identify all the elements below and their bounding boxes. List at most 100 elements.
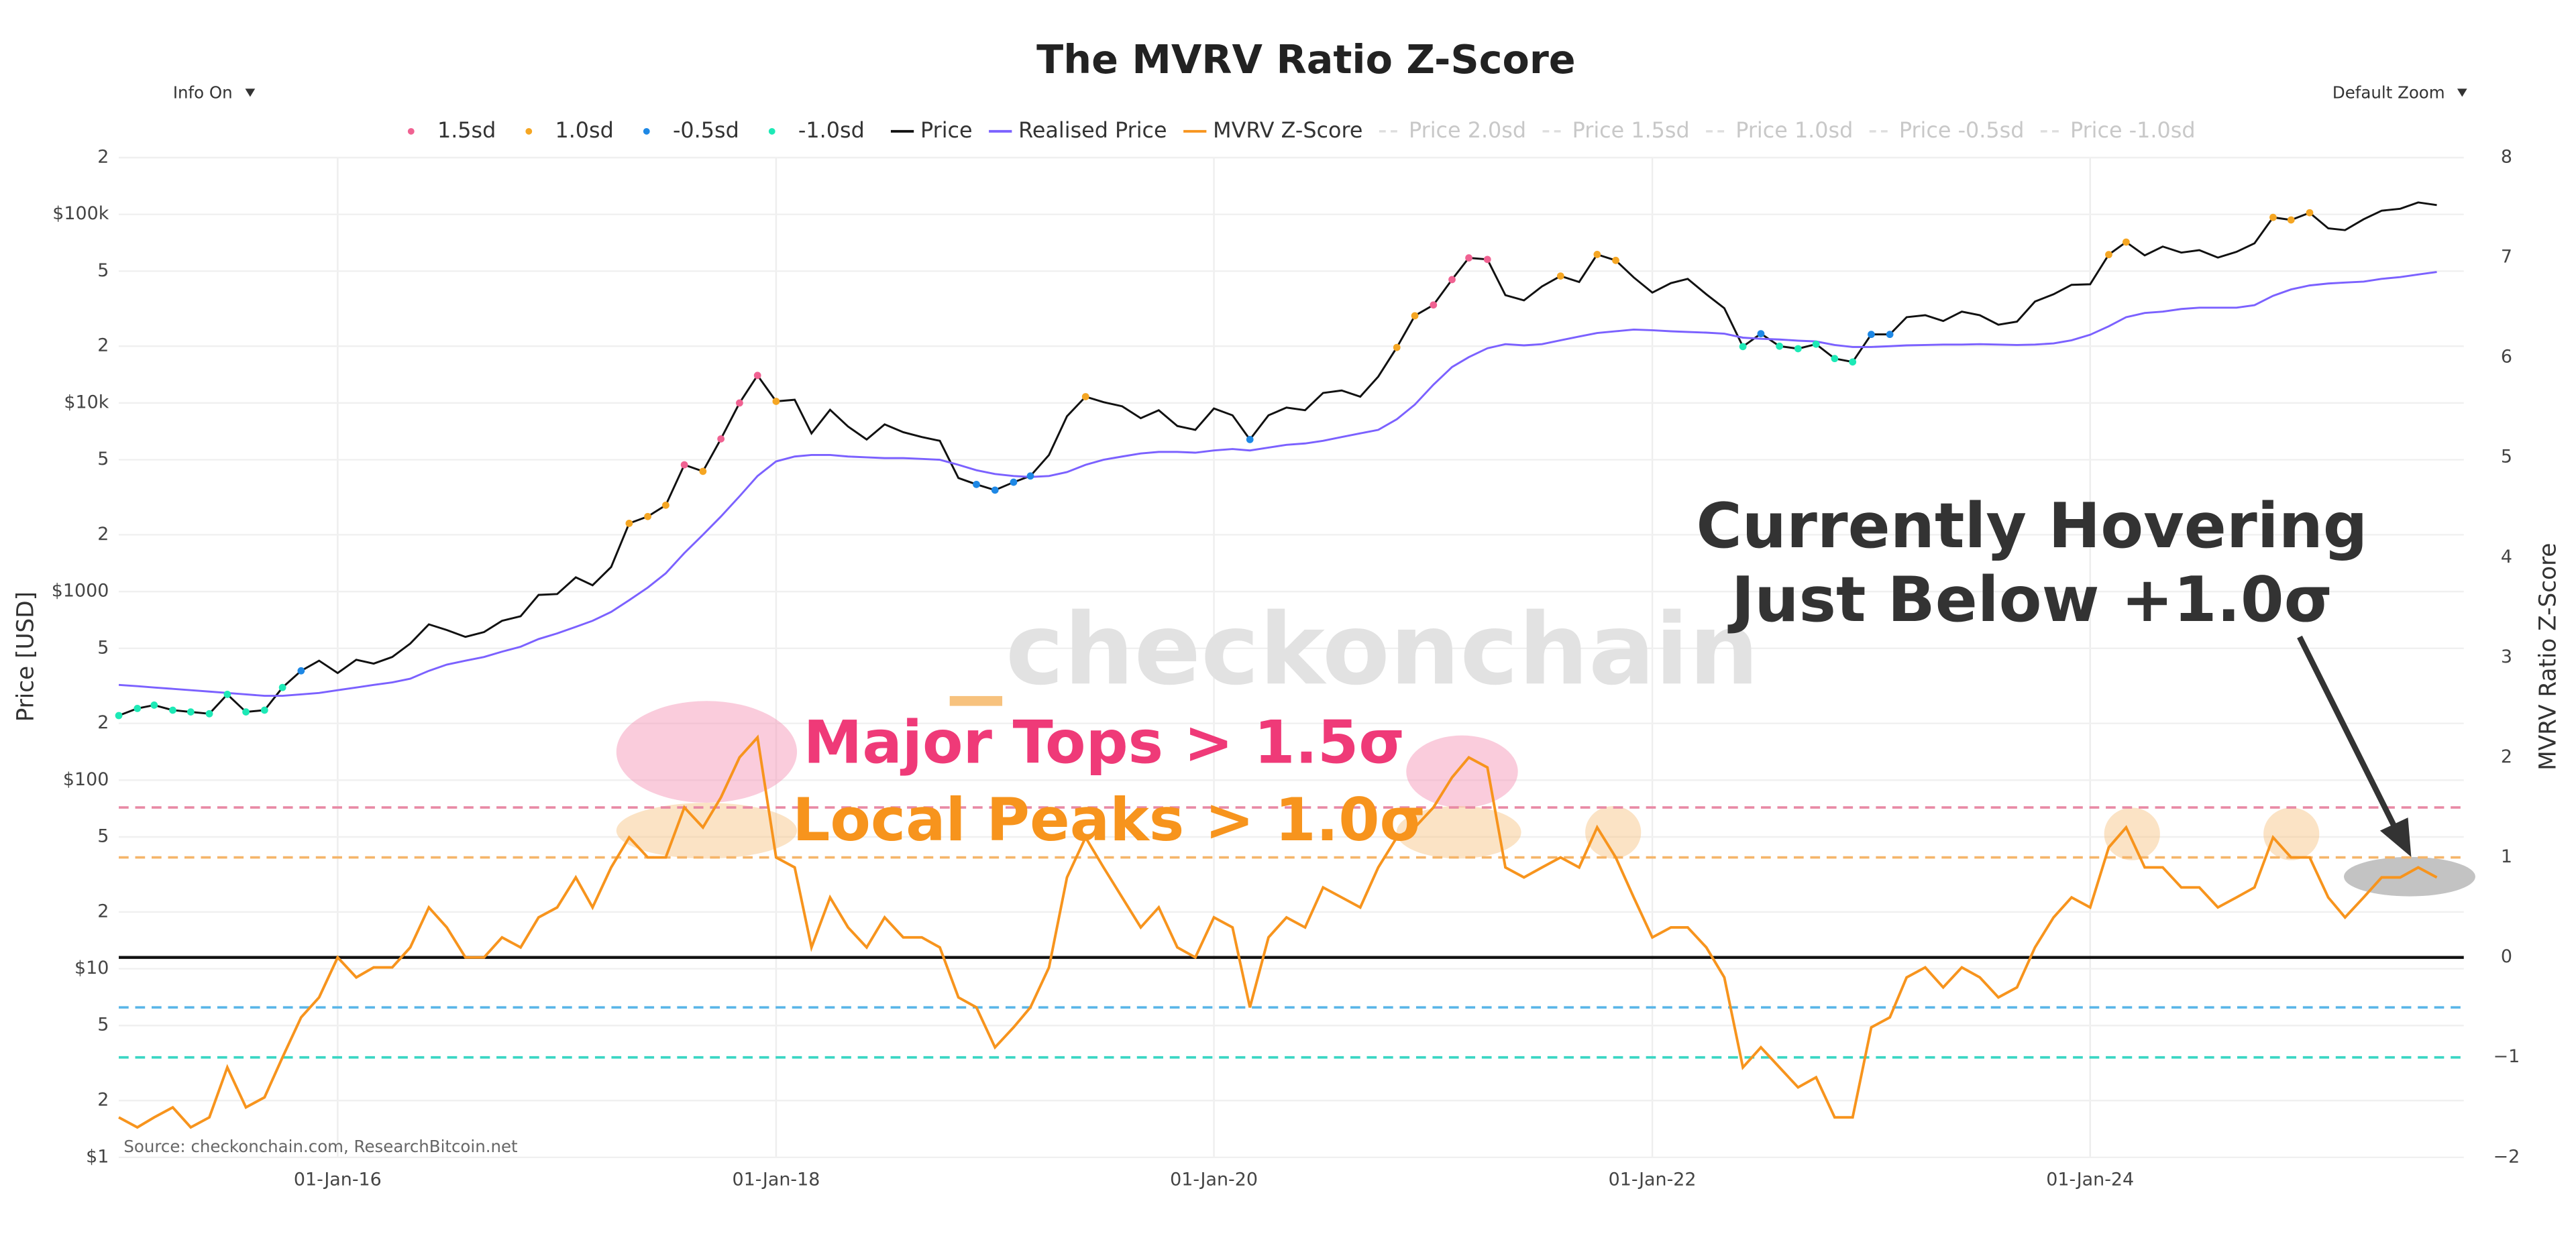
- highlight: [616, 803, 798, 859]
- chart-title: The MVRV Ratio Z-Score: [1036, 36, 1575, 82]
- band-marker: [2105, 251, 2112, 259]
- y-tick-label: 5: [97, 826, 109, 847]
- band-marker: [186, 708, 195, 716]
- band-marker: [278, 683, 286, 691]
- y2-tick-label: 2: [2501, 746, 2512, 767]
- y-tick-label: 2: [97, 524, 109, 545]
- series-line: [118, 201, 2437, 717]
- y-tick-label: $1: [86, 1146, 109, 1167]
- band-marker: [1411, 312, 1419, 320]
- annotation: Local Peaks > 1.0σ: [792, 785, 1426, 854]
- band-marker: [1757, 330, 1765, 337]
- dropdown-icon[interactable]: [245, 89, 256, 97]
- legend-label: Price -0.5sd: [1899, 117, 2025, 143]
- arrow: [2297, 635, 2401, 836]
- legend-label: 1.5sd: [437, 117, 496, 143]
- control-label[interactable]: Info On: [173, 83, 233, 103]
- band-marker: [772, 398, 780, 405]
- y2-tick-label: −1: [2493, 1046, 2520, 1067]
- highlight: [2104, 807, 2160, 860]
- y2-tick-label: 6: [2501, 347, 2512, 367]
- legend: 1.5sd 1.0sd -0.5sd -1.0sd Price Realised Pric…: [407, 117, 2196, 143]
- legend-marker: [768, 127, 775, 135]
- highlight: [1396, 805, 1521, 859]
- band-marker: [1393, 343, 1401, 351]
- y-tick-label: $100k: [52, 203, 109, 224]
- band-marker: [242, 708, 250, 716]
- legend-marker: [643, 127, 650, 135]
- band-marker: [991, 486, 999, 494]
- y-tick-label: 5: [97, 260, 109, 281]
- band-marker: [1868, 331, 1875, 339]
- band-marker: [260, 706, 268, 714]
- plot: [115, 201, 2464, 1129]
- y2-tick-label: 1: [2501, 846, 2512, 867]
- legend-label: Price 2.0sd: [1409, 117, 1526, 143]
- band-marker: [1448, 276, 1456, 284]
- band-marker: [973, 480, 980, 488]
- band-marker: [1794, 345, 1802, 353]
- band-marker: [2123, 238, 2130, 246]
- grid: [119, 156, 2464, 1159]
- band-marker: [1612, 256, 1619, 264]
- band-marker: [1739, 343, 1747, 351]
- y-tick-label: 2: [97, 335, 109, 356]
- y2-tick-label: 0: [2501, 946, 2512, 967]
- watermark: checkonchain: [1006, 592, 1759, 707]
- x-tick-label: 01-Jan-22: [1609, 1170, 1697, 1190]
- x-tick-label: 01-Jan-20: [1170, 1170, 1258, 1190]
- y-tick-label: 2: [97, 1090, 109, 1111]
- y-tick-label: 5: [97, 637, 109, 658]
- band-marker: [2287, 216, 2295, 224]
- legend-label: Price 1.0sd: [1735, 117, 1853, 143]
- dropdown-icon[interactable]: [2457, 89, 2467, 97]
- band-marker: [644, 512, 651, 520]
- band-marker: [2306, 209, 2314, 217]
- control[interactable]: Default Zoom: [2332, 83, 2467, 103]
- control[interactable]: Info On: [173, 83, 256, 103]
- band-marker: [680, 461, 688, 469]
- legend-marker: [407, 127, 415, 135]
- band-marker: [1081, 393, 1089, 400]
- band-marker: [1776, 342, 1784, 350]
- arrow-head: [2379, 817, 2412, 857]
- y-axis-title: Price [USD]: [12, 591, 39, 722]
- band-marker: [735, 399, 743, 407]
- x-tick-label: 01-Jan-16: [294, 1170, 382, 1190]
- watermark-underscore: [949, 695, 1003, 706]
- annotation: Just Below +1.0σ: [1727, 563, 2332, 636]
- y2-tick-label: 7: [2501, 247, 2512, 268]
- legend-marker: [525, 127, 533, 135]
- source: Source: checkonchain.com, ResearchBitcoi…: [123, 1137, 518, 1156]
- y-tick-label: $100: [63, 769, 109, 790]
- legend-label: Price -1.0sd: [2070, 117, 2196, 143]
- y-tick-label: $10k: [64, 392, 109, 412]
- control-label[interactable]: Default Zoom: [2332, 83, 2445, 103]
- y-tick-label: 2: [97, 147, 109, 168]
- band-marker: [1246, 436, 1254, 443]
- legend-label: Price: [920, 117, 973, 143]
- y2-tick-label: 5: [2501, 447, 2512, 467]
- highlight: [616, 701, 798, 803]
- band-marker: [717, 435, 725, 443]
- band-marker: [297, 667, 305, 675]
- band-marker: [1010, 478, 1018, 486]
- band-marker: [115, 712, 123, 720]
- band-marker: [223, 691, 231, 698]
- y2-tick-label: −2: [2493, 1146, 2520, 1167]
- band-marker: [1886, 331, 1894, 339]
- legend-label: MVRV Z-Score: [1213, 117, 1362, 143]
- y2-tick-label: 3: [2501, 646, 2512, 667]
- x-tick-label: 01-Jan-24: [2046, 1170, 2134, 1190]
- annotation: Major Tops > 1.5σ: [804, 708, 1405, 777]
- highlight: [1585, 805, 1642, 859]
- highlight: [2263, 807, 2320, 860]
- highlight: [2344, 856, 2475, 897]
- band-marker: [1849, 358, 1857, 366]
- legend-label: -1.0sd: [798, 117, 865, 143]
- band-marker: [662, 501, 669, 509]
- y-tick-label: 5: [97, 449, 109, 469]
